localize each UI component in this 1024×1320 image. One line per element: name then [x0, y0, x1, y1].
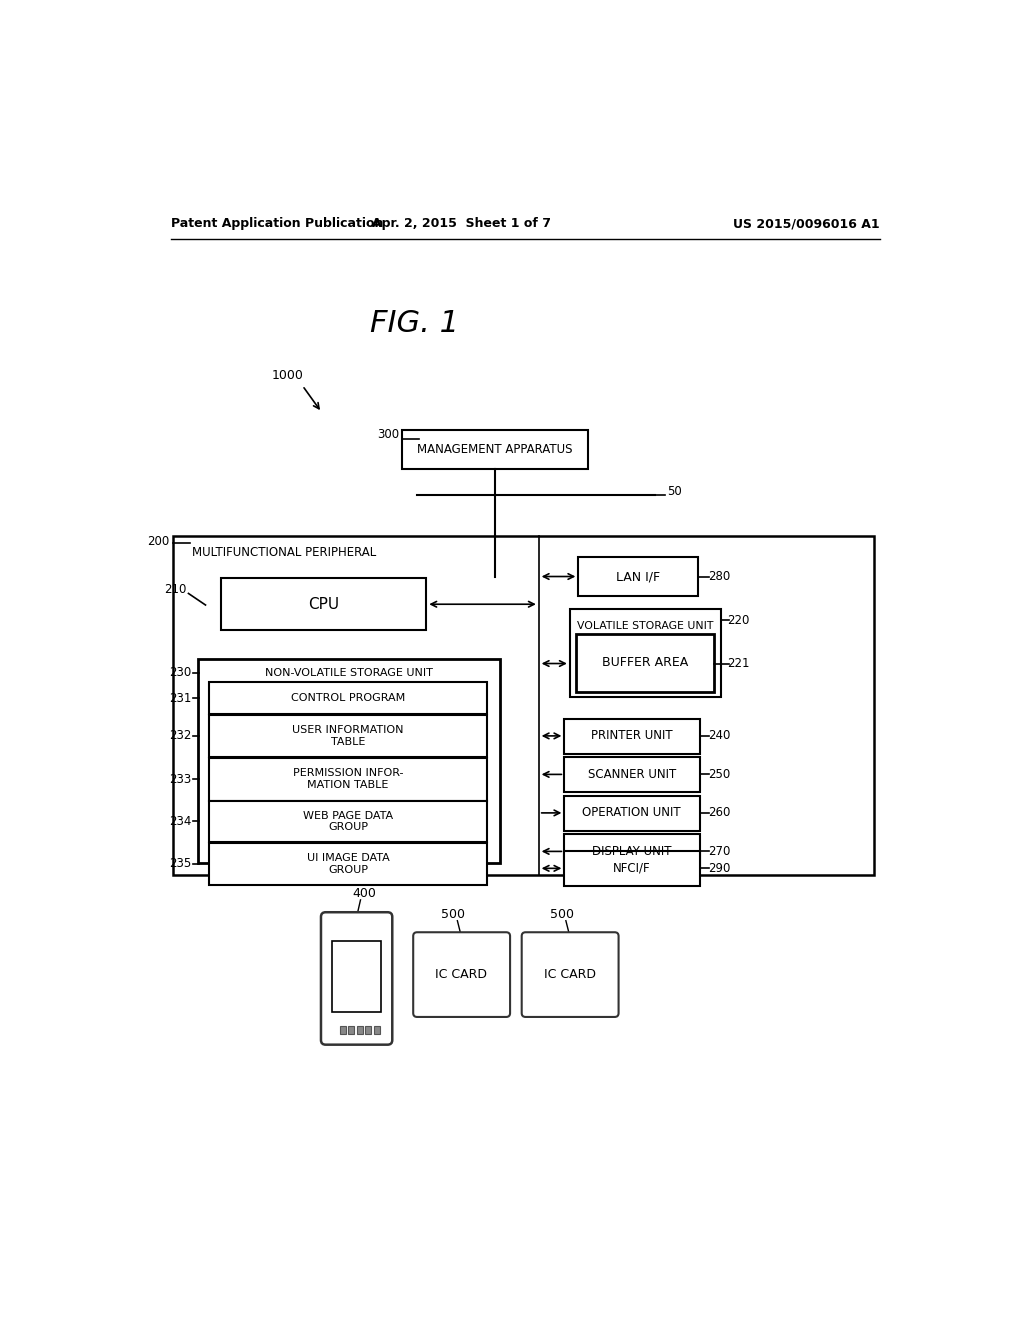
Text: IC CARD: IC CARD: [435, 968, 487, 981]
Text: UI IMAGE DATA
GROUP: UI IMAGE DATA GROUP: [307, 853, 389, 875]
Bar: [198, 659, 500, 863]
Text: MANAGEMENT APPARATUS: MANAGEMENT APPARATUS: [417, 444, 572, 455]
Bar: [221, 578, 426, 631]
Text: PRINTER UNIT: PRINTER UNIT: [591, 730, 673, 742]
FancyBboxPatch shape: [521, 932, 618, 1016]
Bar: [340, 1026, 346, 1034]
Text: 500: 500: [441, 908, 466, 921]
Bar: [332, 941, 381, 1012]
Text: 500: 500: [550, 908, 574, 921]
Text: 233: 233: [169, 772, 191, 785]
Bar: [564, 834, 700, 869]
Text: Patent Application Publication: Patent Application Publication: [171, 218, 383, 231]
Text: PERMISSION INFOR-
MATION TABLE: PERMISSION INFOR- MATION TABLE: [293, 768, 403, 789]
Text: WEB PAGE DATA
GROUP: WEB PAGE DATA GROUP: [303, 810, 393, 832]
Bar: [564, 758, 700, 792]
Bar: [366, 1026, 372, 1034]
Text: 232: 232: [169, 730, 191, 742]
Text: 231: 231: [169, 692, 191, 705]
Text: 1000: 1000: [271, 370, 303, 381]
Text: 280: 280: [708, 570, 730, 583]
Text: MULTIFUNCTIONAL PERIPHERAL: MULTIFUNCTIONAL PERIPHERAL: [191, 546, 376, 560]
Text: 230: 230: [169, 667, 191, 680]
Text: 210: 210: [165, 583, 187, 597]
Text: BUFFER AREA: BUFFER AREA: [602, 656, 688, 669]
Text: 235: 235: [169, 857, 191, 870]
Bar: [209, 758, 486, 800]
Text: 270: 270: [708, 845, 730, 858]
Text: FIG. 1: FIG. 1: [371, 309, 459, 338]
Text: 221: 221: [727, 657, 750, 671]
Bar: [209, 715, 486, 758]
Text: 220: 220: [727, 614, 750, 627]
Bar: [374, 1026, 380, 1034]
Text: Apr. 2, 2015  Sheet 1 of 7: Apr. 2, 2015 Sheet 1 of 7: [372, 218, 551, 231]
Text: LAN I/F: LAN I/F: [615, 570, 660, 583]
Bar: [564, 796, 700, 830]
Text: VOLATILE STORAGE UNIT: VOLATILE STORAGE UNIT: [577, 620, 713, 631]
Bar: [348, 1026, 354, 1034]
Text: IC CARD: IC CARD: [544, 968, 596, 981]
Bar: [209, 843, 486, 886]
Text: 260: 260: [708, 807, 730, 820]
Bar: [356, 1026, 362, 1034]
Text: US 2015/0096016 A1: US 2015/0096016 A1: [733, 218, 880, 231]
Text: DISPLAY UNIT: DISPLAY UNIT: [592, 845, 672, 858]
Bar: [564, 851, 700, 886]
Text: 200: 200: [146, 536, 169, 548]
Bar: [564, 719, 700, 754]
Bar: [401, 430, 588, 469]
Text: 234: 234: [169, 814, 191, 828]
Text: CONTROL PROGRAM: CONTROL PROGRAM: [291, 693, 406, 704]
Text: USER INFORMATION
TABLE: USER INFORMATION TABLE: [292, 725, 403, 747]
Bar: [209, 801, 486, 842]
Text: CPU: CPU: [308, 597, 339, 611]
FancyBboxPatch shape: [321, 912, 392, 1044]
Text: OPERATION UNIT: OPERATION UNIT: [583, 807, 681, 820]
Text: SCANNER UNIT: SCANNER UNIT: [588, 768, 676, 781]
Text: 300: 300: [377, 428, 399, 441]
Text: 240: 240: [708, 730, 730, 742]
Text: NON-VOLATILE STORAGE UNIT: NON-VOLATILE STORAGE UNIT: [265, 668, 433, 677]
Bar: [209, 682, 486, 714]
Text: NFCI/F: NFCI/F: [613, 862, 650, 875]
Text: 250: 250: [708, 768, 730, 781]
Text: 400: 400: [352, 887, 376, 900]
Bar: [173, 536, 874, 875]
Bar: [575, 635, 714, 692]
Text: 290: 290: [708, 862, 730, 875]
FancyBboxPatch shape: [414, 932, 510, 1016]
Bar: [569, 609, 721, 697]
Bar: [579, 557, 698, 595]
Text: 50: 50: [667, 484, 681, 498]
